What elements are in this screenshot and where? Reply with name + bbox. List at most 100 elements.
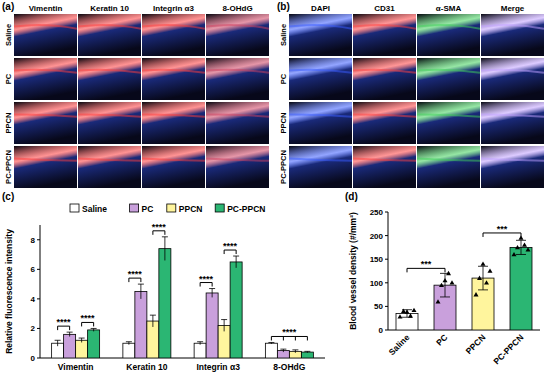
tick-label: 200 <box>370 232 384 241</box>
tick-label: 100 <box>370 279 384 288</box>
significance: **** <box>199 274 214 284</box>
legend-swatch <box>215 204 224 212</box>
tick <box>385 259 388 260</box>
data-point <box>446 271 451 275</box>
data-point <box>488 269 493 273</box>
figure: (a)VimentinKeratin 10Integrin α38-OHdGSa… <box>0 0 546 380</box>
axis-title: Relative fluorescence intensity <box>4 229 14 354</box>
bar <box>76 340 88 358</box>
row-label: PPCN <box>4 113 13 134</box>
error-bar <box>233 256 239 268</box>
column-header: CD31 <box>374 4 395 13</box>
micrograph <box>78 14 141 56</box>
bar <box>265 343 277 358</box>
bar <box>88 330 100 358</box>
tissue-band <box>481 115 544 117</box>
data-point <box>439 283 444 287</box>
error-bar <box>79 338 85 342</box>
row-label: PPCN <box>279 113 288 134</box>
micrograph <box>78 146 141 188</box>
tissue-band <box>206 115 269 117</box>
error-bar <box>162 237 168 261</box>
micrograph <box>417 58 480 100</box>
tick-label: PC-PPCN <box>491 332 525 366</box>
significance: **** <box>57 317 72 327</box>
micrograph <box>78 102 141 144</box>
tissue-band <box>206 70 269 73</box>
data-point <box>526 247 531 251</box>
tick-label: 0 <box>31 354 36 363</box>
data-point <box>481 261 486 265</box>
tissue-band <box>142 25 205 29</box>
tick-label: 0 <box>379 326 384 335</box>
tick-label: 6 <box>31 265 36 274</box>
legend-label: Saline <box>82 204 107 214</box>
tick-label: 8 <box>31 236 36 245</box>
tissue-band <box>289 159 352 161</box>
data-point <box>515 245 520 249</box>
tick-label: 150 <box>370 255 384 264</box>
column-header: Keratin 10 <box>90 4 129 13</box>
tissue-band <box>353 115 416 117</box>
image-panel: (a)VimentinKeratin 10Integrin α38-OHdGSa… <box>2 1 269 188</box>
data-point <box>450 280 455 284</box>
panel-label: (b) <box>277 1 290 12</box>
significance: **** <box>152 222 167 232</box>
tick-label: Saline <box>387 332 412 357</box>
tick-label: 250 <box>370 208 384 217</box>
data-point <box>405 310 410 314</box>
legend-swatch <box>70 204 79 212</box>
micrograph <box>289 102 352 144</box>
column-header: Integrin α3 <box>153 4 194 13</box>
tissue-band <box>14 115 77 117</box>
error-bar <box>67 332 73 336</box>
micrograph <box>481 58 544 100</box>
bar <box>194 343 206 358</box>
tick <box>37 358 40 359</box>
micrograph <box>417 14 480 56</box>
image-panel: (b)DAPICD31α-SMAMergeSalinePCPPCNPC-PPCN <box>277 1 544 188</box>
tick-label: Vimentin <box>58 362 94 372</box>
tick <box>385 212 388 213</box>
bar <box>206 293 218 358</box>
micrograph <box>353 146 416 188</box>
micrograph <box>206 146 269 188</box>
error-bar <box>138 284 144 299</box>
tissue-band <box>78 25 141 29</box>
tissue-band <box>481 159 544 161</box>
panel-label: (a) <box>2 1 14 12</box>
tick <box>385 330 388 331</box>
data-point <box>398 314 403 318</box>
plot <box>52 237 314 358</box>
data-point <box>474 292 479 296</box>
tissue-band <box>289 25 352 29</box>
error-bar <box>280 349 286 352</box>
tissue-band <box>206 25 269 29</box>
micrograph <box>206 58 269 100</box>
micrograph <box>353 58 416 100</box>
tick-label: PPCN <box>464 332 488 356</box>
tissue-band <box>481 25 544 29</box>
tissue-band <box>78 115 141 117</box>
tissue-band <box>142 159 205 161</box>
legend-label: PC <box>142 204 154 214</box>
plot <box>396 235 532 330</box>
error-bar <box>209 289 215 298</box>
significance: **** <box>128 269 143 279</box>
micrograph <box>142 14 205 56</box>
panel-label: (d) <box>345 191 358 202</box>
tick <box>37 298 40 299</box>
data-point <box>522 243 527 247</box>
bar <box>510 247 532 330</box>
bar <box>301 352 313 358</box>
tick-label: Integrin α3 <box>196 362 240 372</box>
bar <box>230 262 242 358</box>
error-bar <box>150 315 156 327</box>
micrograph <box>289 146 352 188</box>
tick-label: 50 <box>374 302 383 311</box>
micrograph <box>289 14 352 56</box>
micrograph <box>417 102 480 144</box>
column-header: Merge <box>501 4 525 13</box>
bar <box>135 292 147 359</box>
micrograph <box>14 14 77 56</box>
